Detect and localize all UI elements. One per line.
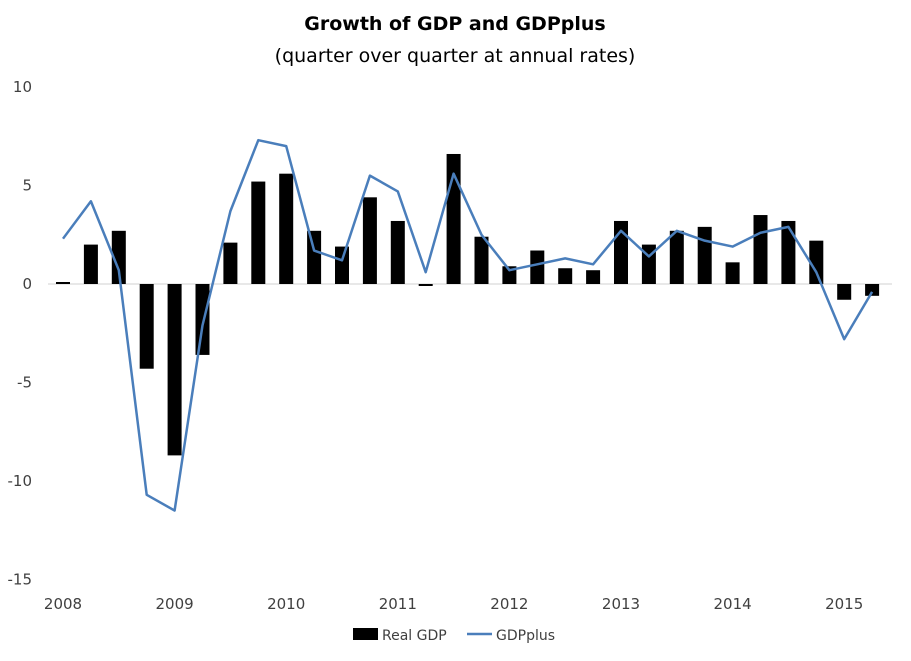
x-tick-label: 2008 [44, 595, 82, 613]
bar-real-gdp-2009Q1 [167, 284, 182, 456]
bar-real-gdp-2010Q1 [279, 173, 294, 284]
chart-subtitle: (quarter over quarter at annual rates) [275, 45, 636, 67]
bar-real-gdp-2009Q4 [251, 181, 266, 284]
x-tick-label: 2015 [825, 595, 863, 613]
y-tick-label: 10 [13, 78, 32, 96]
bar-real-gdp-2014Q2 [753, 215, 768, 284]
bar-real-gdp-2011Q1 [390, 220, 405, 284]
legend-label-gdpplus: GDPplus [496, 628, 555, 644]
bar-real-gdp-2011Q4 [474, 236, 489, 284]
bar-real-gdp-2010Q2 [307, 230, 322, 284]
bar-real-gdp-2012Q2 [530, 250, 545, 284]
bar-real-gdp-2014Q3 [781, 220, 796, 284]
legend: Real GDP GDPplus [353, 628, 555, 644]
y-tick-label: -15 [8, 571, 33, 589]
bar-real-gdp-2009Q2 [195, 284, 210, 355]
bar-real-gdp-2009Q3 [223, 242, 238, 284]
y-tick-label: 0 [22, 275, 32, 293]
y-tick-label: -10 [8, 472, 33, 490]
y-tick-label: 5 [22, 177, 32, 195]
bar-real-gdp-2015Q1 [837, 284, 852, 300]
x-tick-label: 2012 [490, 595, 528, 613]
bar-real-gdp-2008Q3 [111, 230, 126, 284]
bar-real-gdp-2014Q4 [809, 240, 824, 284]
legend-swatch-real-gdp [353, 628, 378, 640]
bar-real-gdp-2013Q4 [697, 226, 712, 284]
real-gdp-bars [56, 153, 880, 456]
x-tick-label: 2010 [267, 595, 305, 613]
bar-real-gdp-2015Q2 [865, 284, 880, 296]
chart-title: Growth of GDP and GDPplus [304, 13, 605, 35]
bar-real-gdp-2010Q3 [335, 246, 349, 284]
bar-real-gdp-2012Q3 [558, 268, 573, 284]
bar-real-gdp-2013Q3 [669, 230, 684, 284]
x-tick-label: 2013 [602, 595, 640, 613]
bar-real-gdp-2011Q2 [418, 284, 433, 286]
x-tick-label: 2011 [379, 595, 417, 613]
y-axis: 10 5 0 -5 -10 -15 [8, 78, 33, 589]
gdpplus-line [61, 138, 874, 512]
bar-real-gdp-2010Q4 [362, 197, 377, 284]
y-tick-label: -5 [17, 374, 32, 392]
bar-real-gdp-2014Q1 [725, 262, 740, 284]
x-tick-label: 2014 [714, 595, 752, 613]
bar-real-gdp-2008Q4 [139, 284, 154, 369]
bar-real-gdp-2008Q2 [83, 244, 98, 284]
bar-real-gdp-2012Q4 [586, 270, 601, 284]
bar-real-gdp-2008Q1 [56, 282, 70, 284]
legend-label-real-gdp: Real GDP [382, 628, 447, 644]
x-tick-label: 2009 [156, 595, 194, 613]
x-axis: 2008 2009 2010 2011 2012 2013 2014 2015 [44, 595, 863, 613]
